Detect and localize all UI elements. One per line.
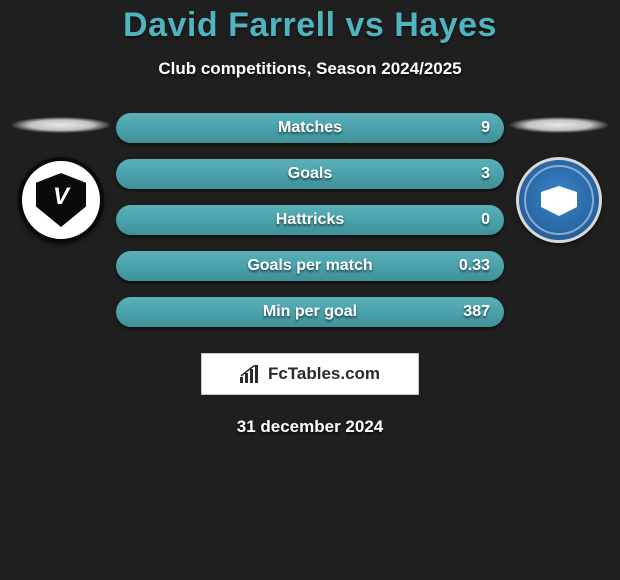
stat-value: 0 xyxy=(450,211,490,229)
comparison-card: David Farrell vs Hayes Club competitions… xyxy=(0,0,620,580)
stat-value: 3 xyxy=(450,165,490,183)
player-photo-placeholder-left xyxy=(11,117,111,133)
snapshot-date: 31 december 2024 xyxy=(0,417,620,437)
crest-shield-icon xyxy=(541,186,577,216)
right-player-column xyxy=(504,107,614,243)
left-club-crest: V xyxy=(18,157,104,243)
stat-label: Hattricks xyxy=(130,211,450,229)
stats-list: Matches 9 Goals 3 Hattricks 0 Goals per … xyxy=(116,107,504,327)
stat-value: 0.33 xyxy=(450,257,490,275)
left-player-column: V xyxy=(6,107,116,243)
brand-badge[interactable]: FcTables.com xyxy=(201,353,419,395)
brand-text: FcTables.com xyxy=(268,364,380,384)
stat-label: Goals per match xyxy=(130,257,450,275)
stat-value: 9 xyxy=(450,119,490,137)
stat-row-min-per-goal: Min per goal 387 xyxy=(116,297,504,327)
stat-label: Matches xyxy=(130,119,450,137)
stat-value: 387 xyxy=(450,303,490,321)
right-club-crest xyxy=(516,157,602,243)
stat-row-goals-per-match: Goals per match 0.33 xyxy=(116,251,504,281)
page-subtitle: Club competitions, Season 2024/2025 xyxy=(0,59,620,79)
stat-label: Min per goal xyxy=(130,303,450,321)
bar-chart-icon xyxy=(240,365,262,383)
stat-row-goals: Goals 3 xyxy=(116,159,504,189)
stat-row-matches: Matches 9 xyxy=(116,113,504,143)
stat-row-hattricks: Hattricks 0 xyxy=(116,205,504,235)
main-layout: V Matches 9 Goals 3 Hattricks 0 Goals pe… xyxy=(0,79,620,327)
page-title: David Farrell vs Hayes xyxy=(0,6,620,45)
stat-label: Goals xyxy=(130,165,450,183)
player-photo-placeholder-right xyxy=(509,117,609,133)
crest-letter: V xyxy=(22,183,100,211)
